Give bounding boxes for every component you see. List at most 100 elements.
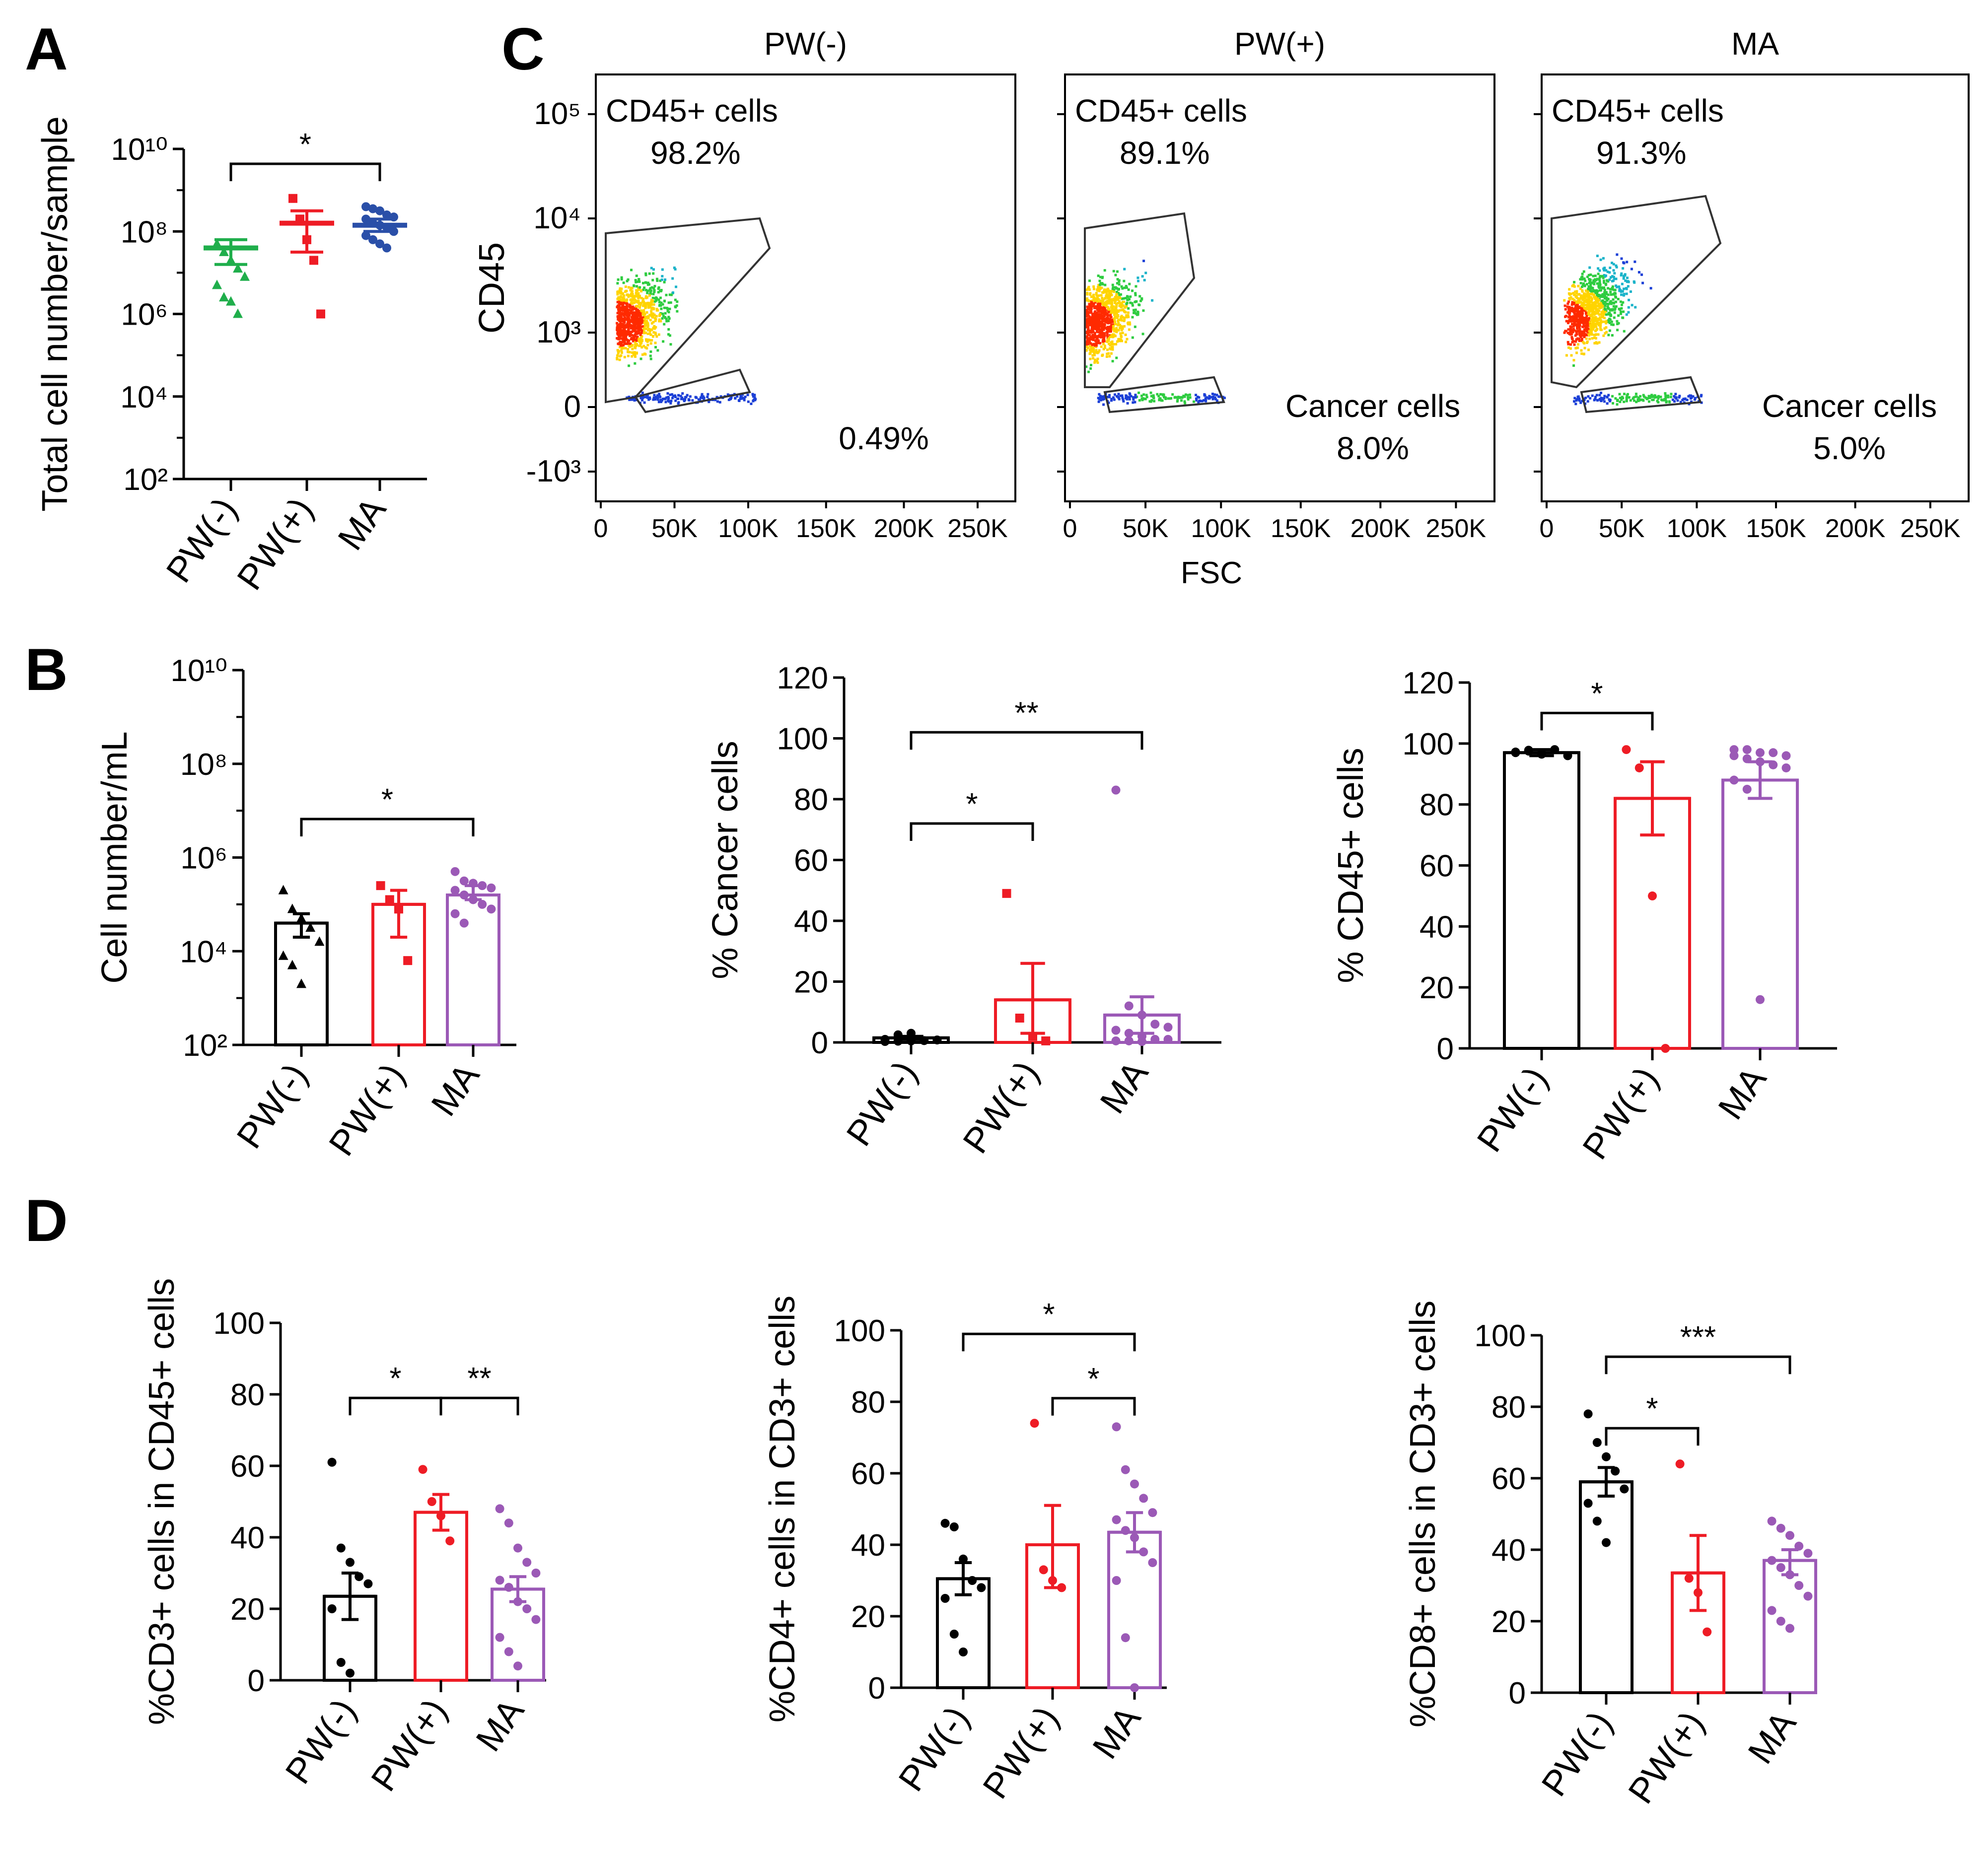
bar (1503, 751, 1580, 1050)
flow-event (747, 400, 750, 403)
gate-cd45-value: 89.1% (1120, 135, 1209, 171)
flow-event (630, 306, 633, 309)
flow-event (1597, 267, 1600, 270)
flow-event (1099, 302, 1102, 305)
flow-event (618, 358, 621, 361)
flow-event (1085, 326, 1088, 329)
flow-event (645, 394, 648, 397)
flow-event (617, 317, 620, 320)
flow-event (624, 306, 627, 309)
data-point (1803, 1591, 1813, 1601)
flow-event (1136, 276, 1139, 279)
data-point (1684, 1574, 1694, 1583)
flow-event (635, 330, 638, 333)
flow-event (1598, 289, 1601, 292)
significance-label: * (1591, 677, 1603, 711)
flow-event (1113, 308, 1116, 311)
flow-event (627, 330, 630, 333)
flow-event (1180, 399, 1183, 402)
flow-event (667, 400, 670, 403)
flow-event (1576, 308, 1579, 311)
flow-event (1600, 319, 1603, 322)
flow-event (1598, 309, 1601, 312)
flow-event (1583, 334, 1586, 337)
flow-event (1671, 398, 1674, 401)
group-MA: MA (1741, 1516, 1817, 1771)
flow-event (1089, 307, 1092, 310)
flow-event (1612, 275, 1615, 278)
flow-event (1649, 287, 1652, 290)
data-point (1124, 1001, 1134, 1011)
flow-event (1101, 322, 1104, 325)
flow-event (1106, 396, 1109, 399)
flow-event (1119, 318, 1122, 321)
flow-event (1099, 310, 1102, 313)
flow-event (1109, 316, 1112, 319)
flow-event (741, 393, 744, 396)
flow-event (1580, 307, 1583, 310)
flow-event (1094, 339, 1097, 342)
flow-event (1116, 296, 1119, 299)
flow-event (631, 290, 634, 293)
gate-cd45-value: 98.2% (650, 135, 740, 171)
flow-event (656, 397, 659, 400)
flow-event (1694, 398, 1697, 401)
flow-event (1131, 289, 1134, 292)
flow-event (671, 277, 674, 280)
flow-event (616, 354, 619, 357)
flow-event (1150, 399, 1153, 402)
flow-event (641, 297, 644, 300)
flow-event (1586, 293, 1589, 296)
flow-event (1630, 268, 1633, 271)
flow-event (1581, 319, 1584, 322)
flow-event (658, 395, 661, 398)
y-tick-label: 80 (1420, 788, 1454, 823)
flow-event (1088, 334, 1091, 337)
flow-event (1602, 276, 1605, 279)
flow-event (1577, 395, 1580, 398)
flow-event (628, 345, 631, 348)
flow-event (655, 308, 658, 311)
flow-event (1611, 262, 1614, 265)
flow-event (632, 340, 635, 343)
flow-event (1613, 277, 1616, 280)
flow-event (661, 312, 664, 315)
flow-event (1689, 394, 1692, 397)
flow-event (1563, 304, 1566, 307)
flow-event (1622, 267, 1625, 270)
y-tick-label: 40 (1420, 910, 1454, 944)
significance-bracket: * (349, 1362, 442, 1416)
flow-event (655, 315, 658, 318)
flow-event (1581, 278, 1584, 281)
flow-event (1122, 304, 1125, 307)
flow-event (1570, 354, 1573, 357)
flow-event (651, 296, 654, 299)
flow-event (1588, 304, 1591, 307)
flow-event (624, 338, 627, 341)
flow-event (1089, 357, 1092, 360)
flow-event (1091, 346, 1094, 349)
flow-event (1586, 327, 1589, 330)
flow-event (624, 346, 627, 349)
significance-label: ** (467, 1362, 491, 1396)
flow-event (620, 296, 623, 299)
flow-event (633, 298, 636, 301)
flow-event (661, 317, 664, 320)
flow-event (1103, 344, 1106, 347)
flow-event (719, 395, 722, 398)
flow-event (634, 323, 637, 326)
flow-event (1137, 303, 1140, 306)
flow-event (630, 292, 633, 295)
data-point (1785, 1531, 1794, 1540)
flow-event (1113, 398, 1116, 401)
flow-event (627, 278, 630, 281)
flow-event (1085, 315, 1088, 318)
flow-event (686, 394, 689, 397)
flow-event (1609, 290, 1612, 293)
flow-event (1105, 355, 1108, 358)
significance-bracket: ** (910, 696, 1143, 750)
flow-event (1101, 395, 1104, 398)
flow-event (1598, 286, 1601, 289)
flow-event (1586, 291, 1589, 294)
flow-event (654, 345, 657, 348)
